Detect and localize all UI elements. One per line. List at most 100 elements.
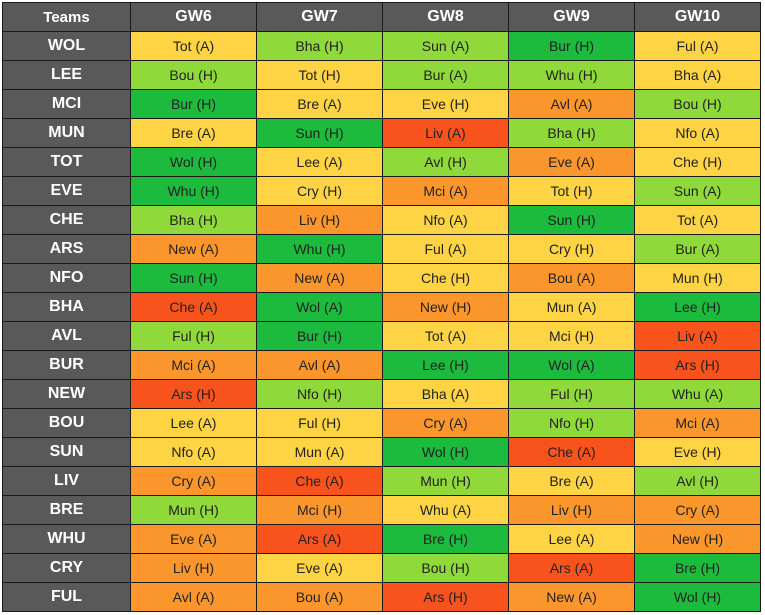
team-name-cell[interactable]: BRE: [2, 495, 131, 525]
fixture-cell[interactable]: Bre (A): [256, 89, 383, 119]
fixture-cell[interactable]: Mci (H): [508, 321, 635, 351]
team-name-cell[interactable]: MUN: [2, 118, 131, 148]
fixture-cell[interactable]: Wol (H): [130, 147, 257, 177]
fixture-cell[interactable]: Sun (H): [256, 118, 383, 148]
fixture-cell[interactable]: Cry (A): [382, 408, 509, 438]
team-name-cell[interactable]: BOU: [2, 408, 131, 438]
fixture-cell[interactable]: Sun (H): [130, 263, 257, 293]
fixture-cell[interactable]: Che (A): [130, 292, 257, 322]
fixture-cell[interactable]: Avl (A): [256, 350, 383, 380]
team-name-cell[interactable]: NFO: [2, 263, 131, 293]
fixture-cell[interactable]: Avl (H): [382, 147, 509, 177]
fixture-cell[interactable]: Eve (A): [130, 524, 257, 554]
fixture-cell[interactable]: Ars (H): [130, 379, 257, 409]
fixture-cell[interactable]: Eve (A): [256, 553, 383, 583]
fixture-cell[interactable]: Mci (A): [130, 350, 257, 380]
gameweek-header-cell[interactable]: GW7: [256, 2, 383, 32]
fixture-cell[interactable]: Bou (H): [382, 553, 509, 583]
team-name-cell[interactable]: EVE: [2, 176, 131, 206]
fixture-cell[interactable]: Che (H): [382, 263, 509, 293]
team-name-cell[interactable]: CHE: [2, 205, 131, 235]
team-name-cell[interactable]: ARS: [2, 234, 131, 264]
team-name-cell[interactable]: TOT: [2, 147, 131, 177]
team-name-cell[interactable]: WOL: [2, 31, 131, 61]
fixture-cell[interactable]: Bou (A): [508, 263, 635, 293]
fixture-cell[interactable]: Bha (A): [382, 379, 509, 409]
fixture-cell[interactable]: Nfo (A): [130, 437, 257, 467]
fixture-cell[interactable]: Bur (H): [130, 89, 257, 119]
fixture-cell[interactable]: Lee (H): [634, 292, 761, 322]
fixture-cell[interactable]: Nfo (A): [382, 205, 509, 235]
fixture-cell[interactable]: Ful (A): [382, 234, 509, 264]
fixture-cell[interactable]: Bur (A): [634, 234, 761, 264]
fixture-cell[interactable]: Cry (A): [130, 466, 257, 496]
fixture-cell[interactable]: Mun (H): [130, 495, 257, 525]
team-name-cell[interactable]: BHA: [2, 292, 131, 322]
team-name-cell[interactable]: FUL: [2, 582, 131, 612]
gameweek-header-cell[interactable]: GW10: [634, 2, 761, 32]
fixture-cell[interactable]: Nfo (A): [634, 118, 761, 148]
fixture-cell[interactable]: Mun (H): [382, 466, 509, 496]
fixture-cell[interactable]: Bre (A): [130, 118, 257, 148]
team-name-cell[interactable]: SUN: [2, 437, 131, 467]
fixture-cell[interactable]: Mun (A): [508, 292, 635, 322]
fixture-cell[interactable]: Nfo (H): [256, 379, 383, 409]
fixture-cell[interactable]: Bur (H): [508, 31, 635, 61]
fixture-cell[interactable]: Sun (H): [508, 205, 635, 235]
fixture-cell[interactable]: Liv (H): [130, 553, 257, 583]
fixture-cell[interactable]: Eve (H): [382, 89, 509, 119]
fixture-cell[interactable]: Tot (A): [634, 205, 761, 235]
team-name-cell[interactable]: LIV: [2, 466, 131, 496]
fixture-cell[interactable]: Whu (A): [634, 379, 761, 409]
team-name-cell[interactable]: CRY: [2, 553, 131, 583]
fixture-cell[interactable]: Mun (H): [634, 263, 761, 293]
fixture-cell[interactable]: Avl (A): [508, 89, 635, 119]
fixture-cell[interactable]: Eve (A): [508, 147, 635, 177]
fixture-cell[interactable]: Lee (H): [382, 350, 509, 380]
fixture-cell[interactable]: Che (A): [508, 437, 635, 467]
fixture-cell[interactable]: Whu (H): [508, 60, 635, 90]
fixture-cell[interactable]: Sun (A): [634, 176, 761, 206]
fixture-cell[interactable]: Sun (A): [382, 31, 509, 61]
fixture-cell[interactable]: Mci (A): [382, 176, 509, 206]
fixture-cell[interactable]: Lee (A): [508, 524, 635, 554]
team-name-cell[interactable]: NEW: [2, 379, 131, 409]
fixture-cell[interactable]: Ful (A): [634, 31, 761, 61]
teams-header-cell[interactable]: Teams: [2, 2, 131, 32]
fixture-cell[interactable]: Bha (H): [256, 31, 383, 61]
fixture-cell[interactable]: Liv (A): [634, 321, 761, 351]
fixture-cell[interactable]: New (H): [634, 524, 761, 554]
fixture-cell[interactable]: Bou (A): [256, 582, 383, 612]
fixture-cell[interactable]: Ful (H): [256, 408, 383, 438]
fixture-cell[interactable]: Ful (H): [130, 321, 257, 351]
team-name-cell[interactable]: MCI: [2, 89, 131, 119]
team-name-cell[interactable]: BUR: [2, 350, 131, 380]
fixture-cell[interactable]: Bre (H): [382, 524, 509, 554]
fixture-cell[interactable]: Lee (A): [256, 147, 383, 177]
fixture-cell[interactable]: Tot (H): [256, 60, 383, 90]
fixture-cell[interactable]: New (A): [130, 234, 257, 264]
fixture-cell[interactable]: Bur (H): [256, 321, 383, 351]
fixture-cell[interactable]: Bou (H): [130, 60, 257, 90]
fixture-cell[interactable]: Whu (H): [130, 176, 257, 206]
fixture-cell[interactable]: Cry (H): [256, 176, 383, 206]
fixture-cell[interactable]: Ars (H): [382, 582, 509, 612]
fixture-cell[interactable]: Eve (H): [634, 437, 761, 467]
gameweek-header-cell[interactable]: GW9: [508, 2, 635, 32]
fixture-cell[interactable]: Wol (H): [382, 437, 509, 467]
fixture-cell[interactable]: Che (A): [256, 466, 383, 496]
fixture-cell[interactable]: Lee (A): [130, 408, 257, 438]
fixture-cell[interactable]: New (H): [382, 292, 509, 322]
fixture-cell[interactable]: Ars (H): [634, 350, 761, 380]
fixture-cell[interactable]: Nfo (H): [508, 408, 635, 438]
fixture-cell[interactable]: Mun (A): [256, 437, 383, 467]
fixture-cell[interactable]: Whu (A): [382, 495, 509, 525]
fixture-cell[interactable]: Wol (A): [256, 292, 383, 322]
fixture-cell[interactable]: Bha (A): [634, 60, 761, 90]
fixture-cell[interactable]: Tot (A): [382, 321, 509, 351]
gameweek-header-cell[interactable]: GW6: [130, 2, 257, 32]
fixture-cell[interactable]: Ars (A): [508, 553, 635, 583]
fixture-cell[interactable]: Cry (A): [634, 495, 761, 525]
fixture-cell[interactable]: Tot (H): [508, 176, 635, 206]
fixture-cell[interactable]: Liv (A): [382, 118, 509, 148]
